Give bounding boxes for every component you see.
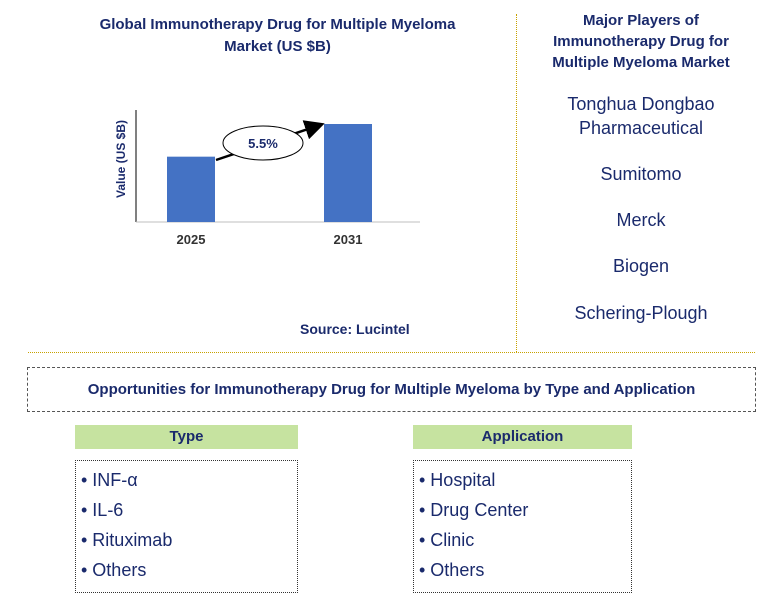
application-list: • Hospital • Drug Center • Clinic • Othe… — [413, 460, 632, 593]
type-item-others: • Others — [81, 560, 147, 580]
player-biogen: Biogen — [612, 256, 670, 276]
players-title: Major Players of Immunotherapy Drug for … — [552, 12, 730, 71]
player-merck: Merck — [616, 210, 666, 230]
type-item-il-6: • IL-6 — [81, 500, 124, 520]
type-item-rituximab: • Rituximab — [81, 530, 173, 550]
horizontal-divider — [28, 352, 755, 353]
application-item-clinic: • Clinic — [419, 530, 475, 550]
opportunities-title: Opportunities for Immunotherapy Drug for… — [27, 367, 756, 412]
cagr-ellipse — [222, 125, 304, 161]
bar-2031 — [324, 124, 372, 222]
source-label: Source: Lucintel — [300, 321, 410, 337]
bar-2025 — [167, 156, 215, 222]
application-item-hospital: • Hospital — [419, 470, 496, 490]
x-tick-2031: 2031 — [334, 232, 363, 247]
application-header: Application — [413, 425, 632, 449]
application-item-drug-center: • Drug Center — [419, 500, 529, 520]
application-item-others: • Others — [419, 560, 485, 580]
chart-title: Global Immunotherapy Drug for Multiple M… — [99, 16, 456, 55]
x-tick-2025: 2025 — [177, 232, 206, 247]
player-schering-plough: Schering-Plough — [574, 303, 708, 323]
player-sumitomo: Sumitomo — [600, 164, 682, 184]
type-item-inf-alpha: • INF-α — [81, 470, 138, 490]
type-list: • INF-α • IL-6 • Rituximab • Others — [75, 460, 298, 593]
vertical-divider — [516, 14, 517, 352]
player-tonghua-dongbao: Tonghua Dongbao Pharmaceutical — [567, 94, 715, 138]
bar-chart: 2025 2031 5.5% — [135, 110, 420, 247]
type-header: Type — [75, 425, 298, 449]
cagr-label: 5.5% — [248, 136, 278, 151]
